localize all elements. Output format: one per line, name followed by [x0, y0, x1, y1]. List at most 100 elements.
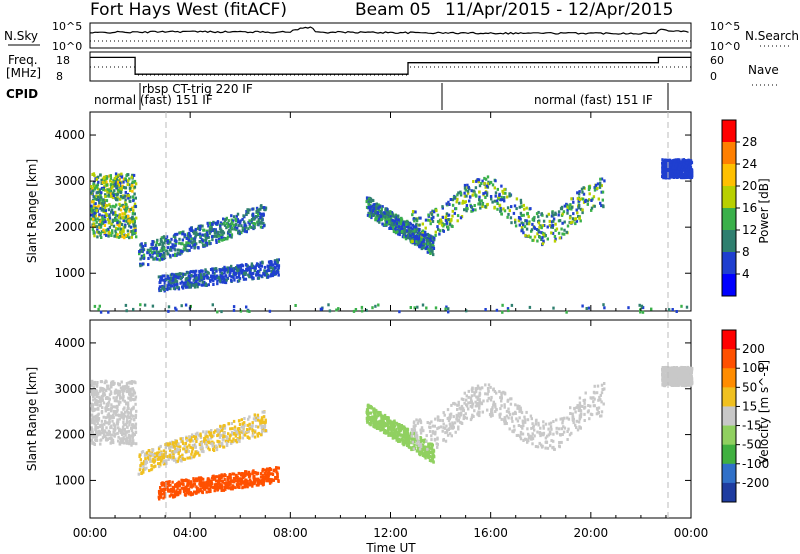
- data-point: [113, 391, 117, 395]
- data-point: [509, 216, 513, 220]
- data-point: [122, 441, 126, 445]
- data-point: [536, 232, 539, 236]
- data-point: [500, 198, 503, 202]
- data-point: [112, 211, 115, 215]
- data-point: [183, 243, 186, 247]
- data-point: [96, 187, 100, 191]
- data-point: [448, 203, 451, 206]
- data-point: [496, 187, 499, 191]
- data-point: [122, 417, 125, 421]
- data-point: [122, 415, 125, 419]
- data-point: [259, 207, 262, 211]
- data-point: [672, 159, 675, 162]
- data-point: [116, 193, 119, 197]
- data-point: [230, 479, 233, 483]
- data-point: [96, 217, 99, 221]
- data-point: [107, 422, 111, 426]
- data-point: [541, 213, 544, 217]
- data-point: [203, 437, 207, 440]
- data-point: [640, 304, 644, 308]
- data-point: [252, 417, 256, 421]
- data-point: [688, 173, 691, 176]
- data-point: [586, 202, 589, 206]
- data-point: [107, 221, 111, 225]
- data-point: [181, 249, 184, 253]
- data-point: [142, 256, 146, 260]
- data-point: [207, 235, 210, 239]
- data-point: [155, 247, 158, 250]
- data-point: [130, 380, 134, 384]
- data-point: [661, 171, 664, 175]
- data-point: [504, 191, 507, 195]
- data-point: [127, 429, 131, 433]
- data-point: [111, 419, 114, 423]
- data-point: [103, 224, 107, 227]
- data-point: [159, 495, 163, 499]
- data-point: [113, 405, 117, 409]
- data-point: [525, 227, 529, 231]
- data-point: [204, 235, 207, 239]
- data-point: [234, 479, 237, 483]
- data-point: [250, 218, 254, 221]
- data-point: [230, 218, 233, 222]
- data-point: [268, 264, 272, 268]
- data-point: [232, 419, 236, 423]
- data-point: [411, 240, 414, 244]
- data-point: [580, 187, 584, 191]
- data-point: [541, 231, 545, 235]
- data-point: [184, 479, 187, 483]
- data-point: [433, 238, 436, 242]
- data-point: [400, 225, 403, 229]
- data-point: [93, 397, 97, 401]
- data-point: [245, 230, 248, 234]
- data-point: [108, 231, 111, 235]
- data-point: [92, 182, 95, 186]
- data-point: [204, 484, 207, 488]
- data-point: [493, 205, 496, 209]
- data-point: [250, 264, 254, 268]
- data-point: [102, 181, 106, 185]
- data-point: [501, 303, 504, 307]
- data-point: [129, 225, 133, 229]
- data-point: [369, 205, 373, 209]
- data-point: [553, 239, 557, 243]
- data-point: [483, 181, 486, 185]
- data-point: [240, 231, 243, 235]
- data-point: [132, 209, 135, 213]
- data-point: [429, 234, 432, 238]
- data-point: [119, 437, 122, 441]
- data-point: [389, 431, 392, 435]
- data-point: [596, 182, 600, 186]
- data-point: [141, 450, 145, 454]
- data-point: [153, 251, 156, 255]
- data-point: [127, 179, 130, 183]
- data-point: [189, 270, 192, 274]
- data-point: [380, 218, 383, 222]
- data-point: [122, 420, 125, 424]
- data-point: [123, 385, 127, 389]
- data-point: [135, 235, 138, 239]
- data-point: [236, 432, 240, 436]
- data-point: [104, 220, 107, 224]
- data-point: [140, 249, 143, 253]
- data-point: [551, 224, 555, 227]
- data-point: [677, 174, 680, 177]
- data-point: [184, 489, 187, 493]
- data-point: [109, 390, 113, 394]
- data-point: [426, 245, 429, 249]
- data-point: [447, 213, 451, 217]
- data-point: [522, 231, 525, 235]
- data-point: [135, 216, 138, 220]
- data-point: [128, 186, 132, 190]
- data-point: [190, 241, 193, 245]
- data-point: [168, 449, 172, 453]
- data-point: [216, 282, 219, 286]
- data-point: [103, 231, 106, 235]
- data-point: [158, 497, 161, 501]
- data-point: [434, 306, 438, 310]
- data-point: [118, 202, 121, 206]
- data-point: [156, 238, 159, 242]
- data-point: [518, 205, 521, 209]
- data-point: [683, 163, 686, 167]
- data-point: [225, 278, 228, 282]
